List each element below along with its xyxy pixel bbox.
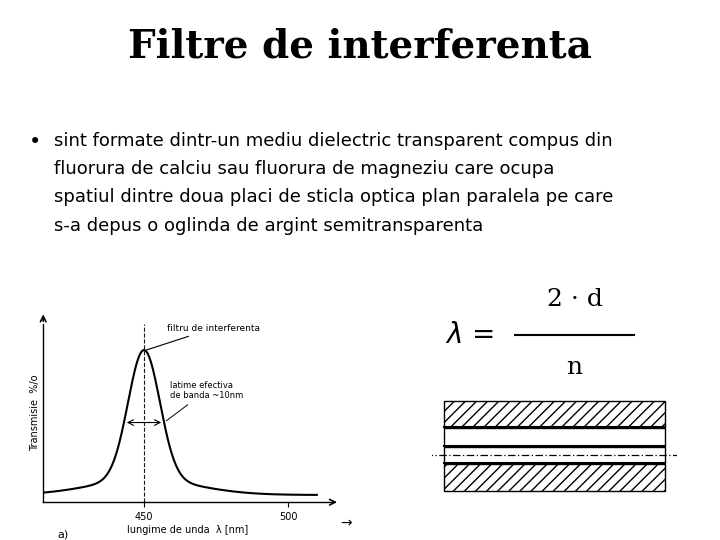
Text: n: n	[567, 356, 582, 380]
Text: →: →	[340, 516, 351, 530]
Text: spatiul dintre doua placi de sticla optica plan paralela pe care: spatiul dintre doua placi de sticla opti…	[54, 188, 613, 206]
Text: 2 · d: 2 · d	[546, 288, 603, 311]
Bar	[444, 428, 665, 447]
Text: a): a)	[58, 530, 69, 540]
Text: $\lambda$ =: $\lambda$ =	[445, 321, 494, 349]
Text: sint formate dintr-un mediu dielectric transparent compus din: sint formate dintr-un mediu dielectric t…	[54, 132, 613, 150]
Text: Filtre de interferenta: Filtre de interferenta	[128, 27, 592, 65]
Bar	[444, 401, 665, 427]
Bar	[444, 447, 665, 463]
Bar	[444, 464, 665, 491]
Bar	[444, 464, 665, 491]
Text: •: •	[29, 132, 41, 152]
Text: s-a depus o oglinda de argint semitransparenta: s-a depus o oglinda de argint semitransp…	[54, 217, 483, 234]
Text: latime efectiva
de banda ~10nm: latime efectiva de banda ~10nm	[166, 381, 243, 421]
Y-axis label: Transmisie  %/o: Transmisie %/o	[30, 375, 40, 451]
Bar	[444, 401, 665, 427]
Text: fluorura de calciu sau fluorura de magneziu care ocupa: fluorura de calciu sau fluorura de magne…	[54, 160, 554, 178]
X-axis label: lungime de unda  λ [nm]: lungime de unda λ [nm]	[127, 525, 248, 535]
Text: filtru de interferenta: filtru de interferenta	[147, 323, 260, 350]
